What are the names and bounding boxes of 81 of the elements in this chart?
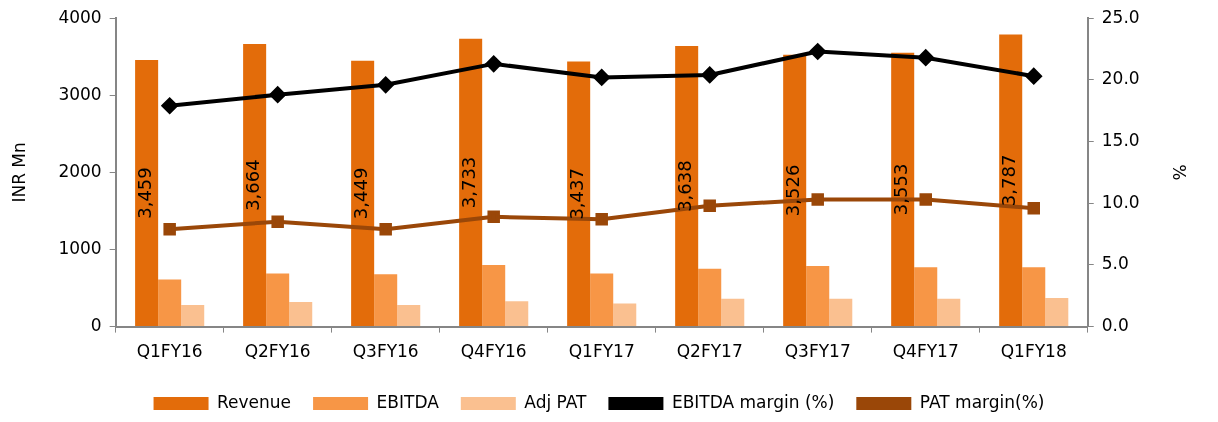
data-label: 3,733 [458,156,480,209]
bar [289,301,313,327]
point [163,222,176,236]
bar [914,267,938,327]
bar [613,303,637,327]
y-tick-label: 0 [90,315,102,336]
data-label: 3,638 [674,160,696,212]
point [487,210,500,224]
bar [158,279,182,327]
bar [590,273,614,327]
bar [999,34,1023,327]
x-tick-label: Q1FY16 [136,341,203,362]
bar [266,273,290,327]
y-axis-title: INR Mn [8,142,29,203]
bar [459,38,483,327]
bar [1022,267,1046,327]
bar [806,266,830,327]
bar [243,44,267,327]
bar [181,305,205,327]
point [485,55,502,72]
x-tick-label: Q4FY16 [460,341,527,362]
point [809,43,826,60]
x-tick-label: Q4FY17 [892,341,959,362]
bar [374,274,398,327]
y2-axis-title: % [1169,164,1190,181]
point [703,199,716,212]
point [269,86,286,103]
point [701,66,718,83]
bar [482,264,506,327]
point [1025,68,1042,85]
legend-label: EBITDA [376,391,440,412]
y2-tick-label: 15.0 [1101,129,1140,150]
point [379,222,392,236]
y-tick-label: 1000 [58,237,102,258]
point [377,76,394,93]
point [917,49,934,66]
bar [567,61,591,327]
x-tick-label: Q2FY17 [676,341,743,362]
bar [505,301,529,327]
data-label: 3,449 [350,167,372,220]
y2-tick-label: 25.0 [1101,6,1140,27]
y-tick-label: 2000 [58,160,102,181]
bar [135,59,159,327]
bar [937,298,961,327]
data-label: 3,459 [134,167,156,219]
data-label: 3,553 [890,163,912,216]
point [1027,201,1040,215]
x-tick-label: Q1FY17 [568,341,635,362]
bar [1045,298,1069,327]
legend-label: EBITDA margin (%) [671,391,835,412]
bar [721,298,745,327]
x-tick-label: Q3FY16 [352,341,419,362]
y2-tick-label: 10.0 [1101,191,1140,212]
bar [698,268,722,327]
x-tick-label: Q3FY17 [784,341,851,362]
bar [397,305,421,327]
y2-tick-label: 0.0 [1101,315,1129,336]
legend-label: PAT margin(%) [919,391,1045,412]
bar [351,60,375,327]
bar [891,52,915,327]
data-label: 3,437 [566,168,588,220]
bar [829,298,853,327]
point [919,193,932,206]
point [595,213,608,226]
x-tick-label: Q1FY18 [1000,341,1067,362]
legend-label: Adj PAT [524,391,588,412]
point [271,215,284,228]
legend-label: Revenue [217,391,292,412]
y-tick-label: 3000 [58,83,102,104]
data-label: 3,787 [998,154,1020,207]
y2-tick-label: 5.0 [1101,253,1129,274]
data-label: 3,526 [782,164,804,217]
y2-tick-label: 20.0 [1101,68,1140,89]
bar [675,46,699,327]
y-tick-label: 4000 [58,6,102,27]
point [161,97,178,114]
x-tick-label: Q2FY16 [244,341,311,362]
bar [783,54,807,327]
data-label: 3,664 [242,159,264,211]
point [593,69,610,86]
point [811,193,824,206]
